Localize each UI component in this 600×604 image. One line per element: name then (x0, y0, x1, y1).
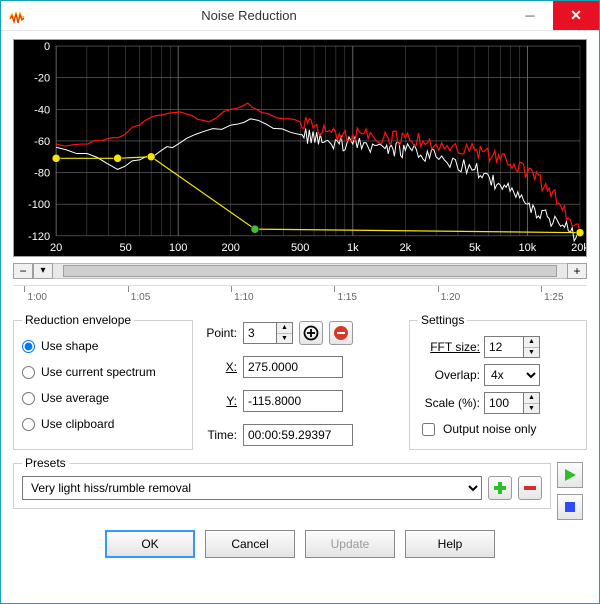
svg-text:-120: -120 (28, 231, 50, 243)
zoom-row: − ▾ + (13, 263, 587, 279)
svg-text:-60: -60 (34, 136, 50, 148)
point-column: Point: ▲▼ X: Y: (199, 313, 403, 450)
app-icon (9, 8, 25, 24)
envelope-option-average[interactable]: Use average (22, 385, 184, 411)
help-button[interactable]: Help (405, 530, 495, 558)
ruler-tick: 1:20 (438, 286, 460, 292)
zoom-scrollbar[interactable] (53, 263, 567, 279)
zoom-out-button[interactable]: − (13, 263, 33, 279)
zoom-in-button[interactable]: + (567, 263, 587, 279)
fft-field[interactable]: ▲▼ (484, 336, 540, 358)
scale-label: Scale (%): (418, 396, 480, 410)
window-buttons: ─ ✕ (507, 1, 599, 30)
ruler-tick: 1:10 (231, 286, 253, 292)
settings-legend: Settings (418, 313, 467, 327)
x-label: X: (199, 360, 237, 374)
envelope-radio-spectrum[interactable] (22, 366, 35, 379)
scale-field[interactable]: ▲▼ (484, 392, 540, 414)
envelope-legend: Reduction envelope (22, 313, 134, 327)
svg-text:1k: 1k (347, 242, 359, 254)
point-label: Point: (199, 326, 237, 340)
time-input[interactable] (243, 424, 353, 446)
preset-remove-button[interactable] (518, 476, 542, 500)
ruler-tick: 1:25 (541, 286, 563, 292)
svg-text:500: 500 (291, 242, 309, 254)
fft-input[interactable] (484, 336, 524, 358)
transport-buttons (557, 456, 587, 520)
window-title: Noise Reduction (31, 8, 467, 23)
envelope-option-shape[interactable]: Use shape (22, 333, 184, 359)
overlap-select[interactable]: 4x (484, 364, 540, 386)
svg-text:50: 50 (119, 242, 131, 254)
y-input[interactable] (243, 390, 343, 412)
fft-spinner[interactable]: ▲▼ (524, 336, 540, 358)
mid-controls: Reduction envelope Use shape Use current … (13, 313, 587, 450)
point-number-input[interactable] (243, 322, 277, 344)
dialog-buttons: OK Cancel Update Help (13, 526, 587, 558)
envelope-option-spectrum[interactable]: Use current spectrum (22, 359, 184, 385)
presets-group: Presets Very light hiss/rumble removal (13, 456, 551, 509)
ruler-tick: 1:00 (24, 286, 46, 292)
svg-text:2k: 2k (400, 242, 412, 254)
remove-point-button[interactable] (329, 321, 353, 345)
svg-text:0: 0 (44, 41, 50, 53)
spectrum-graph-svg: 0 -20 -40 -60 -80 -100 -12020 50 100 200 500 1k 2k 5k… (14, 40, 586, 256)
envelope-group: Reduction envelope Use shape Use current … (13, 313, 193, 450)
envelope-label-shape: Use shape (41, 339, 98, 353)
presets-row: Presets Very light hiss/rumble removal (13, 456, 587, 520)
envelope-radio-clipboard[interactable] (22, 418, 35, 431)
scale-spinner[interactable]: ▲▼ (524, 392, 540, 414)
scale-input[interactable] (484, 392, 524, 414)
add-point-button[interactable] (299, 321, 323, 345)
envelope-label-clipboard: Use clipboard (41, 417, 114, 431)
time-ruler[interactable]: 1:00 1:05 1:10 1:15 1:20 1:25 (13, 285, 587, 307)
ok-button[interactable]: OK (105, 530, 195, 558)
output-noise-label: Output noise only (443, 422, 536, 436)
zoom-marker-button[interactable]: ▾ (33, 263, 53, 279)
close-button[interactable]: ✕ (553, 1, 599, 30)
play-button[interactable] (557, 462, 583, 488)
x-input[interactable] (243, 356, 343, 378)
envelope-label-average: Use average (41, 391, 109, 405)
stop-button[interactable] (557, 494, 583, 520)
envelope-radio-average[interactable] (22, 392, 35, 405)
svg-text:5k: 5k (469, 242, 481, 254)
svg-text:20: 20 (50, 242, 62, 254)
fft-label: FFT size: (418, 340, 480, 354)
point-number-spinner[interactable]: ▲▼ (277, 322, 293, 344)
ruler-tick: 1:15 (334, 286, 356, 292)
svg-text:-20: -20 (34, 73, 50, 85)
overlap-label: Overlap: (418, 368, 480, 382)
titlebar: Noise Reduction ─ ✕ (1, 1, 599, 31)
envelope-option-clipboard[interactable]: Use clipboard (22, 411, 184, 437)
client-area: 0 -20 -40 -60 -80 -100 -12020 50 100 200 500 1k 2k 5k… (1, 31, 599, 603)
time-label: Time: (199, 428, 237, 442)
output-noise-checkbox[interactable] (422, 423, 435, 436)
presets-select[interactable]: Very light hiss/rumble removal (22, 476, 482, 500)
envelope-label-spectrum: Use current spectrum (41, 365, 156, 379)
ruler-tick: 1:05 (128, 286, 150, 292)
dialog-window: Noise Reduction ─ ✕ 0 -20 -40 -60 -80 -100 -12… (0, 0, 600, 604)
update-button[interactable]: Update (305, 530, 395, 558)
spectrum-graph[interactable]: 0 -20 -40 -60 -80 -100 -12020 50 100 200 500 1k 2k 5k… (13, 39, 587, 257)
svg-text:200: 200 (222, 242, 240, 254)
svg-text:-80: -80 (34, 168, 50, 180)
cancel-button[interactable]: Cancel (205, 530, 295, 558)
preset-add-button[interactable] (488, 476, 512, 500)
minimize-button[interactable]: ─ (507, 1, 553, 30)
svg-text:-100: -100 (28, 199, 50, 211)
presets-legend: Presets (22, 456, 69, 470)
y-label: Y: (199, 394, 237, 408)
envelope-radio-shape[interactable] (22, 340, 35, 353)
svg-text:-40: -40 (34, 104, 50, 116)
settings-group: Settings FFT size: ▲▼ Overlap: 4x Scale … (409, 313, 587, 450)
svg-text:10k: 10k (519, 242, 537, 254)
svg-text:20k: 20k (571, 242, 586, 254)
svg-text:100: 100 (169, 242, 187, 254)
point-number-field[interactable]: ▲▼ (243, 322, 293, 344)
